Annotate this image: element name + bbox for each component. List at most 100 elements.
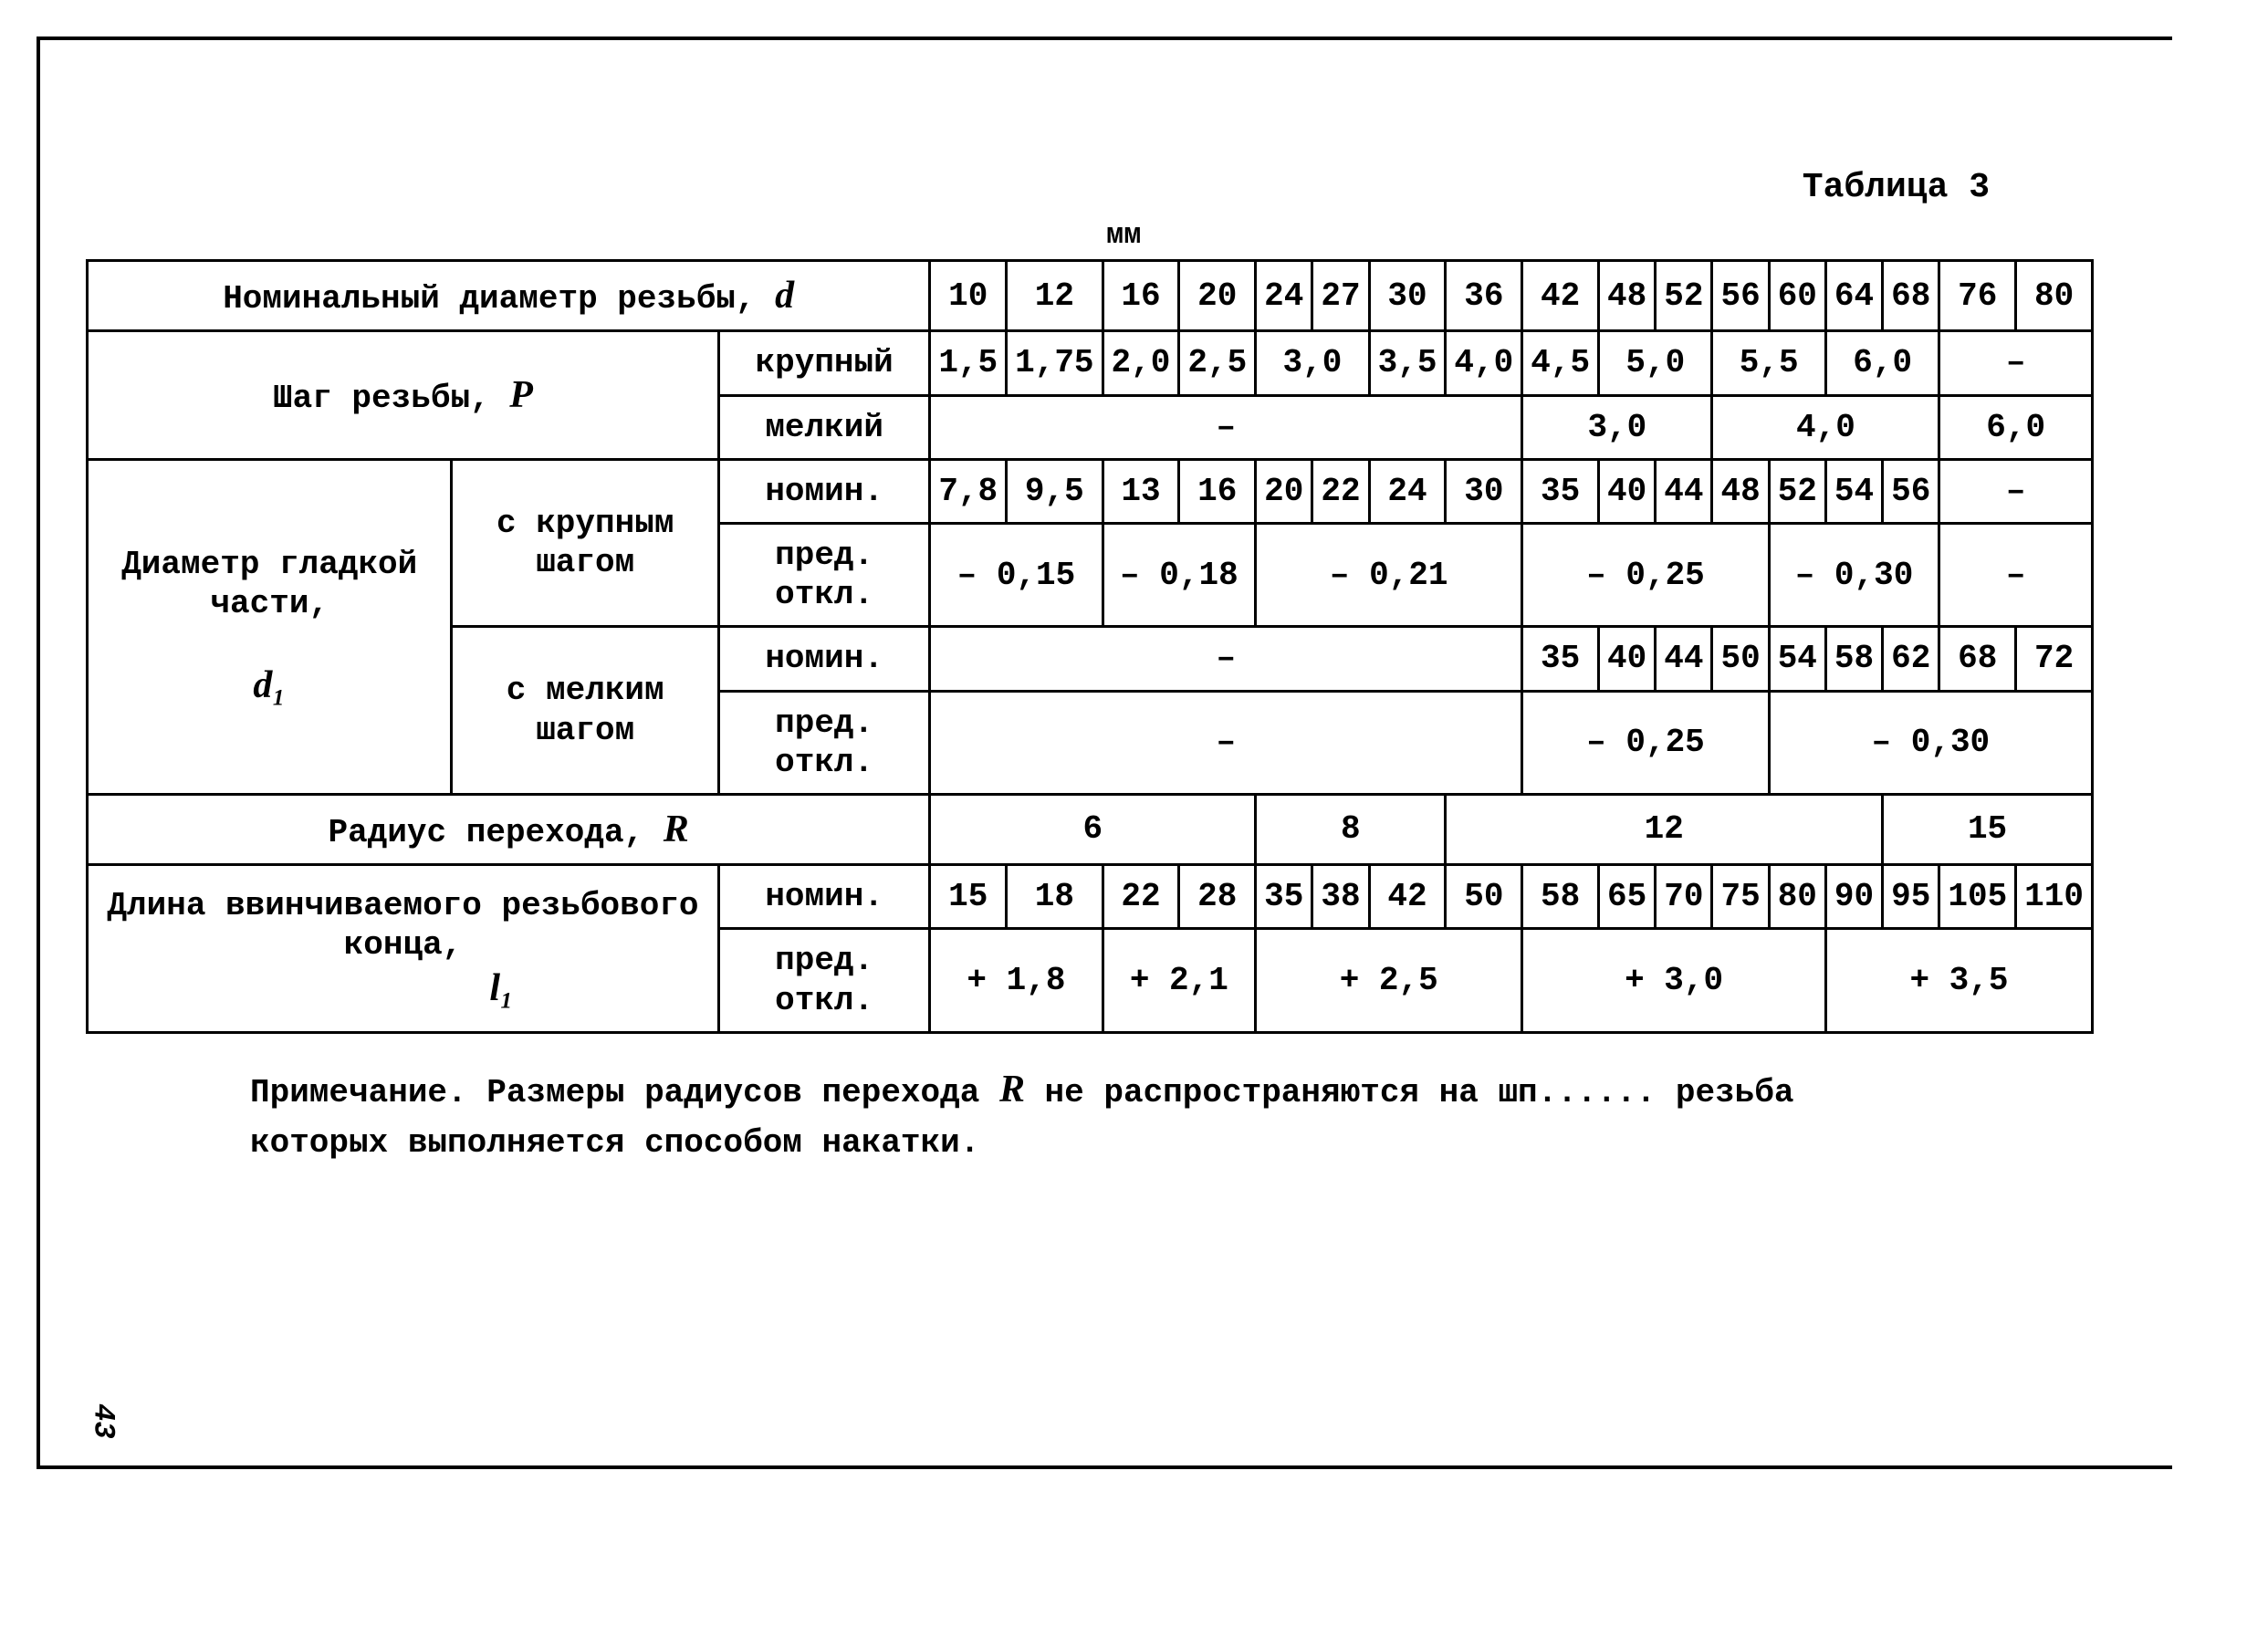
cell: 44 (1656, 459, 1712, 523)
row-label: Номинальный диаметр резьбы, d (88, 261, 930, 331)
cell: 2,0 (1103, 331, 1179, 395)
cell: – (1939, 523, 2093, 626)
cell: 30 (1446, 459, 1522, 523)
page-frame: Таблица 3 мм Номинальный диаметр резьбы,… (37, 37, 2172, 1469)
cell: + 1,8 (930, 929, 1103, 1032)
cell: 20 (1179, 261, 1256, 331)
cell: 24 (1369, 459, 1446, 523)
cell: 4,0 (1712, 395, 1939, 459)
cell: 56 (1883, 459, 1939, 523)
cell: пред. откл. (718, 523, 929, 626)
row-label: Диаметр гладкой части, d₁ (88, 459, 452, 794)
cell: пред. откл. (718, 691, 929, 794)
cell: 28 (1179, 865, 1256, 929)
cell: 12 (1446, 794, 1883, 864)
cell: 58 (1825, 627, 1882, 691)
cell: 68 (1939, 627, 2016, 691)
row-label: Длина ввинчиваемого резьбового конца, l₁ (88, 865, 719, 1033)
cell: – (930, 395, 1522, 459)
cell: 18 (1007, 865, 1103, 929)
cell: 110 (2016, 865, 2093, 929)
cell: 2,5 (1179, 331, 1256, 395)
cell: мелкий (718, 395, 929, 459)
cell: 50 (1446, 865, 1522, 929)
cell: 60 (1769, 261, 1825, 331)
table-row: Диаметр гладкой части, d₁ с крупным шаго… (88, 459, 2093, 523)
cell: с крупным шагом (452, 459, 718, 627)
cell: 58 (1522, 865, 1599, 929)
cell: 80 (2016, 261, 2093, 331)
cell: 42 (1522, 261, 1599, 331)
cell: – 0,21 (1256, 523, 1522, 626)
cell: 22 (1312, 459, 1369, 523)
cell: 72 (2016, 627, 2093, 691)
cell: 70 (1656, 865, 1712, 929)
cell: 13 (1103, 459, 1179, 523)
cell: 35 (1522, 459, 1599, 523)
cell: – (1939, 459, 2093, 523)
cell: 40 (1599, 459, 1656, 523)
cell: 105 (1939, 865, 2016, 929)
cell: – (1939, 331, 2093, 395)
cell: номин. (718, 627, 929, 691)
corner-page-number: 43 (87, 1403, 120, 1438)
cell: + 3,5 (1825, 929, 2092, 1032)
cell: 24 (1256, 261, 1312, 331)
cell: 3,0 (1522, 395, 1712, 459)
cell: – (930, 691, 1522, 794)
cell: 90 (1825, 865, 1882, 929)
cell: 5,5 (1712, 331, 1825, 395)
cell: 35 (1256, 865, 1312, 929)
cell: 95 (1883, 865, 1939, 929)
cell: + 3,0 (1522, 929, 1826, 1032)
cell: + 2,1 (1103, 929, 1256, 1032)
cell: 12 (1007, 261, 1103, 331)
cell: 6,0 (1939, 395, 2093, 459)
cell: – (930, 627, 1522, 691)
cell: + 2,5 (1256, 929, 1522, 1032)
cell: 8 (1256, 794, 1446, 864)
cell: 15 (1883, 794, 2093, 864)
cell: 75 (1712, 865, 1769, 929)
cell: 9,5 (1007, 459, 1103, 523)
cell: – 0,25 (1522, 523, 1769, 626)
cell: 64 (1825, 261, 1882, 331)
cell: 3,0 (1256, 331, 1369, 395)
cell: 38 (1312, 865, 1369, 929)
cell: 10 (930, 261, 1007, 331)
cell: 16 (1179, 459, 1256, 523)
cell: 54 (1825, 459, 1882, 523)
cell: – 0,18 (1103, 523, 1256, 626)
cell: 68 (1883, 261, 1939, 331)
table-row: Шаг резьбы, P крупный 1,5 1,75 2,0 2,5 3… (88, 331, 2093, 395)
row-label: Радиус перехода, R (88, 794, 930, 864)
cell: 15 (930, 865, 1007, 929)
table-number: Таблица 3 (1803, 168, 1990, 207)
cell: 30 (1369, 261, 1446, 331)
cell: 48 (1712, 459, 1769, 523)
cell: 1,75 (1007, 331, 1103, 395)
cell: номин. (718, 865, 929, 929)
cell: 65 (1599, 865, 1656, 929)
cell: 50 (1712, 627, 1769, 691)
cell: 62 (1883, 627, 1939, 691)
cell: 4,5 (1522, 331, 1599, 395)
cell: 42 (1369, 865, 1446, 929)
cell: 80 (1769, 865, 1825, 929)
footnote: Примечание. Размеры радиусов перехода R … (250, 1061, 1939, 1168)
cell: крупный (718, 331, 929, 395)
cell: 48 (1599, 261, 1656, 331)
cell: 5,0 (1599, 331, 1712, 395)
cell: 3,5 (1369, 331, 1446, 395)
table-row: Радиус перехода, R 6 8 12 15 (88, 794, 2093, 864)
cell: 7,8 (930, 459, 1007, 523)
cell: – 0,15 (930, 523, 1103, 626)
cell: 52 (1656, 261, 1712, 331)
cell: 56 (1712, 261, 1769, 331)
cell: 6,0 (1825, 331, 1939, 395)
table-row: Номинальный диаметр резьбы, d 10 12 16 2… (88, 261, 2093, 331)
cell: 27 (1312, 261, 1369, 331)
cell: – 0,25 (1522, 691, 1769, 794)
cell: 44 (1656, 627, 1712, 691)
cell: – 0,30 (1769, 523, 1939, 626)
